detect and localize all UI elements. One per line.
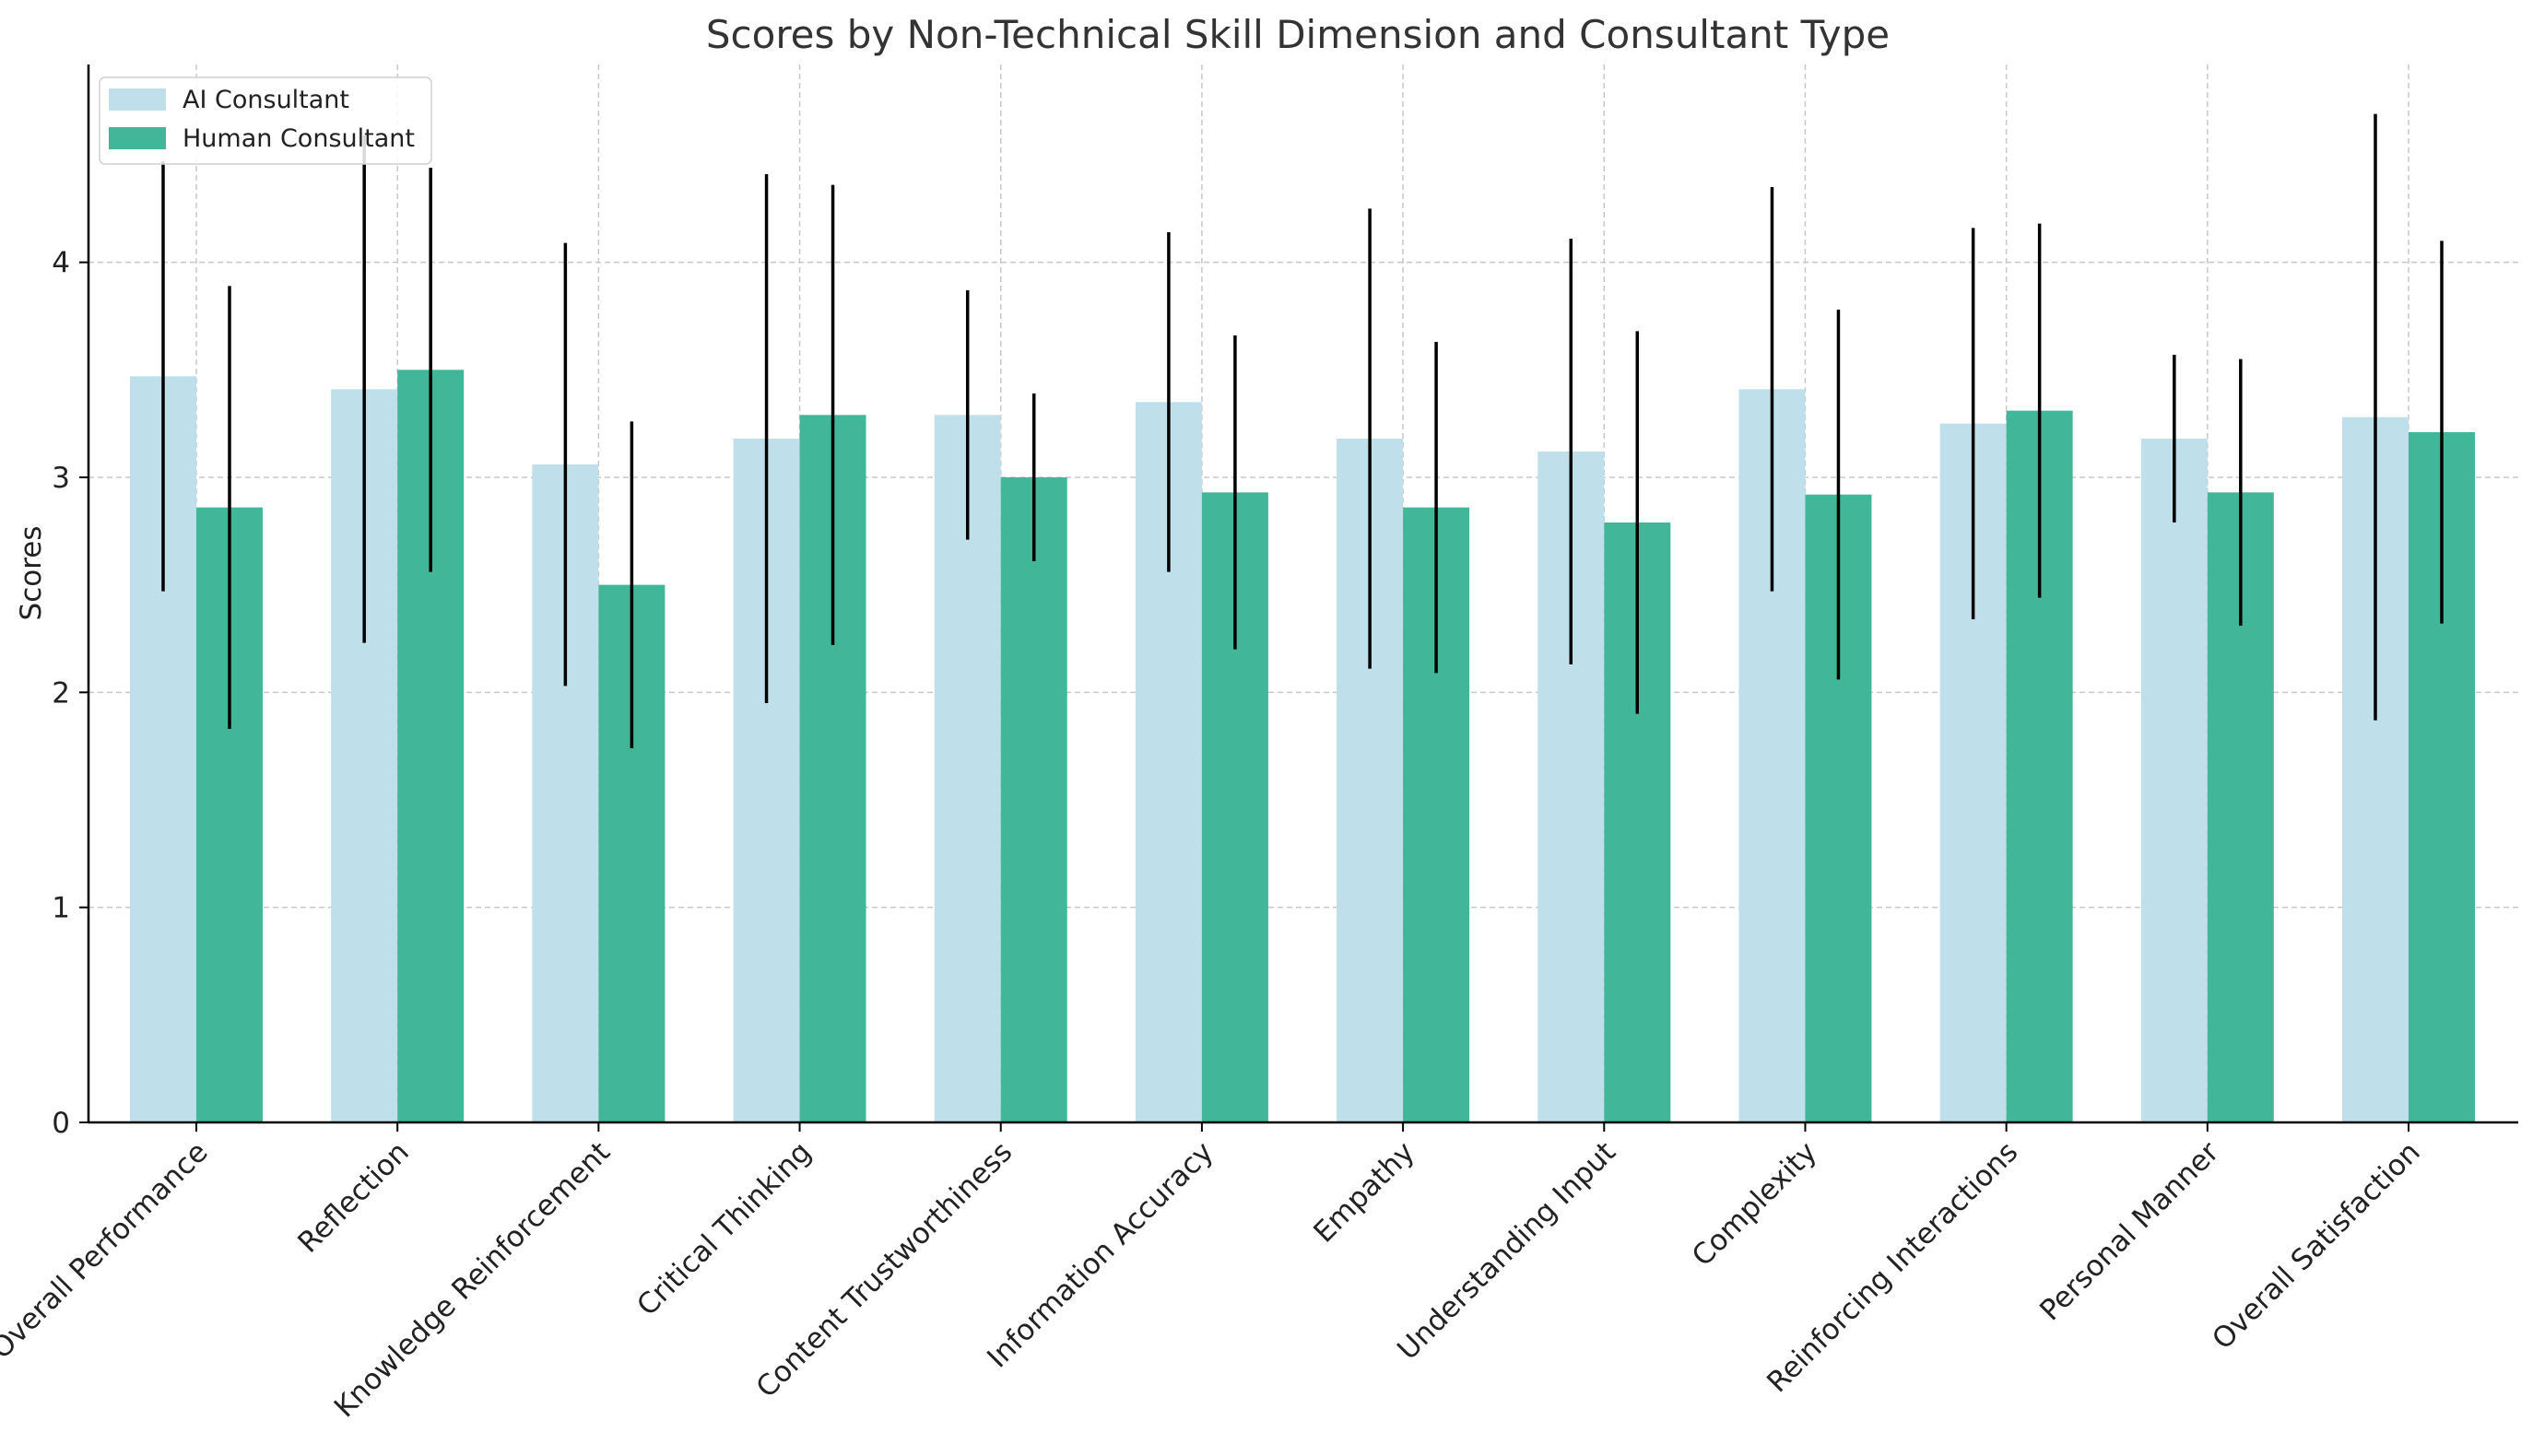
y-tick-label: 2	[52, 676, 70, 710]
legend-label: AI Consultant	[183, 86, 349, 114]
x-tick-label: Reflection	[291, 1135, 416, 1260]
x-tick-label: Complexity	[1686, 1135, 1823, 1273]
legend-label: Human Consultant	[183, 124, 415, 153]
y-axis-label: Scores	[15, 526, 48, 621]
y-tick-label: 4	[52, 247, 70, 280]
x-tick-label: Critical Thinking	[630, 1135, 818, 1322]
error-bars-group	[161, 113, 2444, 748]
y-tick-label: 3	[52, 462, 70, 495]
human-consultant-bar	[1000, 477, 1067, 1122]
legend-swatch	[109, 127, 166, 149]
x-tick-label: Personal Manner	[2033, 1135, 2225, 1327]
x-tick-label: Empathy	[1307, 1135, 1420, 1249]
legend: AI Consultant Human Consultant	[99, 76, 432, 165]
y-tick-label: 1	[52, 892, 70, 925]
chart-title: Scores by Non-Technical Skill Dimension …	[706, 12, 1890, 57]
legend-swatch	[109, 88, 166, 111]
x-tick-label: Information Accuracy	[981, 1135, 1219, 1374]
y-tick-label: 0	[52, 1107, 70, 1140]
x-tick-label: Understanding Input	[1391, 1135, 1622, 1367]
y-ticks: 0 1 2 3 4	[52, 247, 88, 1140]
bars-group	[130, 370, 2475, 1123]
legend-box	[99, 76, 432, 165]
ai-consultant-bar	[2140, 439, 2208, 1122]
x-tick-label: Overall Satisfaction	[2206, 1135, 2426, 1356]
axes	[87, 65, 2518, 1124]
x-tick-label: Overall Performance	[0, 1135, 215, 1366]
